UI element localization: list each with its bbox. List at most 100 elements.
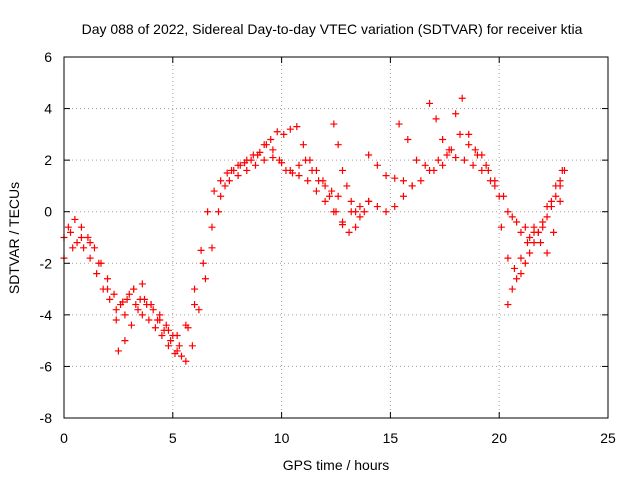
data-point [267,136,275,144]
data-point [343,182,351,190]
data-point [97,259,105,267]
data-point [445,146,453,154]
data-point [550,228,558,236]
data-point [273,128,281,136]
data-point [145,316,153,324]
data-point [241,159,249,167]
y-tick-label: -4 [40,307,53,323]
data-point [321,182,329,190]
data-point [526,234,534,241]
data-point [191,285,199,293]
data-point [104,285,112,293]
data-point [478,166,486,174]
data-point [147,301,155,309]
data-point [247,156,255,164]
data-point [452,110,460,118]
data-point [543,249,551,257]
data-point [547,203,555,211]
data-point [430,166,438,174]
data-point [221,182,229,190]
data-point [347,197,355,205]
data-point [556,197,564,205]
data-point [175,342,183,350]
data-point [439,136,447,144]
data-point [134,306,142,314]
series-track-b [60,154,416,339]
data-point [471,146,479,154]
data-point [158,331,166,339]
data-point [345,228,353,236]
data-point [500,192,508,200]
data-point [251,161,259,169]
series-track-i [330,120,373,221]
data-point [439,161,447,169]
data-point [214,208,222,216]
data-point [138,311,146,319]
data-point [280,130,288,138]
data-point [339,166,347,174]
data-point [64,223,72,231]
data-point [504,254,512,262]
data-point [530,223,538,231]
data-point [162,321,170,329]
data-point [151,324,159,332]
data-point [312,187,320,195]
data-point [517,228,525,236]
data-point [339,221,347,229]
data-point [121,337,129,345]
data-point [199,259,207,267]
data-point [295,161,303,169]
data-point [434,156,442,164]
chart-title: Day 088 of 2022, Sidereal Day-to-day VTE… [82,21,583,37]
data-point [160,326,168,334]
data-point [312,166,320,174]
data-point [365,151,373,159]
data-point [77,234,85,241]
data-point [269,154,277,162]
data-point [373,161,381,169]
data-point [458,94,466,102]
data-point [77,223,85,231]
data-point [217,192,225,200]
series-track-c [64,123,360,365]
data-point [223,169,231,177]
y-tick-label: -8 [40,410,53,426]
y-axis-label: SDTVAR / TECUs [6,182,22,294]
data-point [295,172,303,180]
data-point [123,295,131,303]
data-point [482,161,490,169]
data-point [112,316,120,324]
data-point [537,239,545,247]
series-track-a [60,141,342,360]
data-point [127,321,135,329]
data-point [112,306,120,314]
data-point [195,306,203,314]
data-point [182,357,190,365]
data-point [319,177,327,185]
data-point [114,347,122,355]
data-point [178,352,186,360]
data-point [534,228,542,236]
data-point [84,234,92,241]
series-track-d [365,151,564,236]
data-point [260,141,268,149]
data-point [156,311,164,319]
y-tick-label: 0 [44,204,52,220]
data-point [504,208,512,216]
data-point [421,161,429,169]
data-point [560,166,568,174]
data-point [465,130,473,138]
data-point [539,223,547,231]
data-point [465,141,473,149]
data-point [408,182,416,190]
data-point [332,208,340,216]
data-point [110,290,118,298]
x-axis-label: GPS time / hours [283,457,390,473]
data-point [517,270,525,278]
data-point [306,156,314,164]
data-point [513,275,521,283]
data-point [391,174,399,182]
axis-ticks: 0 5 10 15 20 25 -8 -6 -4 -2 0 2 4 6 [40,49,616,446]
data-point [325,192,333,200]
data-point [382,172,390,180]
